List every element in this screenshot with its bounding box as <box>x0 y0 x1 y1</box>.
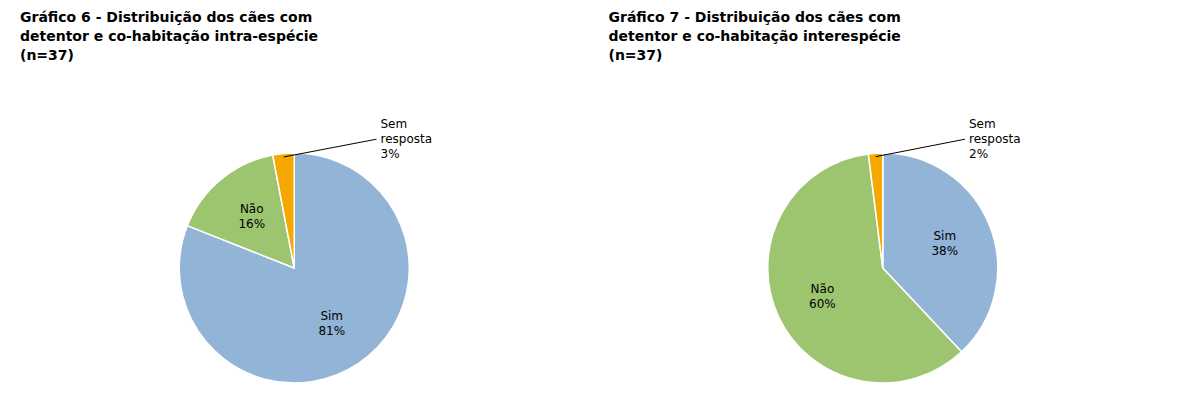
data-label: 2% <box>969 147 988 161</box>
title-line: (n=37) <box>609 47 663 63</box>
slice-label: Não60% <box>809 282 836 311</box>
title-line: detentor e co-habitação intra-espécie <box>20 28 318 44</box>
title-line: (n=37) <box>20 47 74 63</box>
pie-panel: Gráfico 6 - Distribuição dos cães com det… <box>20 9 432 383</box>
data-label: 16% <box>238 217 265 231</box>
data-label: 81% <box>318 324 345 338</box>
data-label: 60% <box>809 297 836 311</box>
pie-slice <box>768 154 962 383</box>
data-label: 3% <box>381 147 400 161</box>
category-label: resposta <box>969 132 1021 146</box>
title-line: Gráfico 7 - Distribuição dos cães com <box>609 9 901 25</box>
category-label: Não <box>240 202 264 216</box>
slice-label: Não16% <box>238 202 265 231</box>
pie-slice <box>868 153 882 268</box>
slice-label: Semresposta3% <box>381 117 433 161</box>
title-line: detentor e co-habitação interespécie <box>609 28 901 44</box>
leader-line <box>876 139 965 156</box>
pie-panel: Gráfico 7 - Distribuição dos cães com det… <box>609 9 1021 383</box>
pie-slice <box>273 153 295 268</box>
category-label: Sim <box>320 309 343 323</box>
figure: Gráfico 6 - Distribuição dos cães com det… <box>0 0 1177 408</box>
category-label: resposta <box>381 132 433 146</box>
category-label: Não <box>811 282 835 296</box>
leader-line <box>284 139 377 157</box>
title: Gráfico 6 - Distribuição dos cães com det… <box>20 9 318 63</box>
title: Gráfico 7 - Distribuição dos cães com det… <box>609 9 901 63</box>
slice-label: Semresposta2% <box>969 117 1021 161</box>
title-line: Gráfico 6 - Distribuição dos cães com <box>20 9 312 25</box>
category-label: Sem <box>969 117 996 131</box>
data-label: 38% <box>931 244 958 258</box>
slice-label: Sim38% <box>931 229 958 258</box>
category-label: Sem <box>381 117 408 131</box>
slice-label: Sim81% <box>318 309 345 338</box>
pie-slice <box>179 153 409 383</box>
category-label: Sim <box>933 229 956 243</box>
